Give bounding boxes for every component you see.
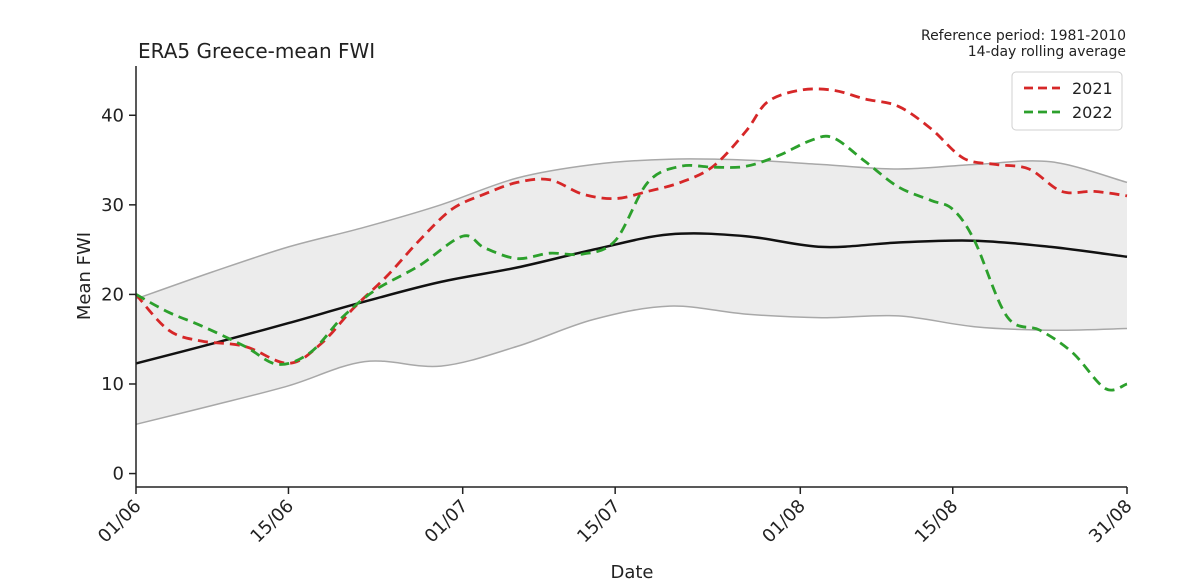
x-tick-label: 01/06 (94, 496, 146, 548)
x-axis-label: Date (610, 562, 653, 583)
legend-box (1011, 71, 1123, 131)
series-layer (134, 87, 1128, 392)
reference-period-note: Reference period: 1981-2010 (921, 28, 1126, 44)
climatology-upper-edge (135, 158, 1128, 300)
y-ticks: 0 10 20 30 40 (101, 105, 136, 485)
x-tick-label: 15/08 (911, 496, 963, 548)
y-axis-label: Mean FWI (74, 232, 95, 320)
series-line-2021 (134, 87, 1128, 365)
climatology-range-band (136, 158, 1127, 425)
climatology-lower-edge (135, 305, 1128, 426)
legend-label-2022: 2022 (1072, 103, 1113, 122)
climatology-mean-line (135, 232, 1128, 365)
chart-title: ERA5 Greece-mean FWI (138, 39, 375, 63)
legend: 2021 2022 (1011, 71, 1123, 131)
series-line-2022 (135, 134, 1128, 392)
plot-area (134, 87, 1128, 426)
y-tick-label: 30 (101, 195, 124, 216)
x-tick-label: 01/07 (421, 496, 473, 548)
x-tick-label: 15/07 (573, 496, 625, 548)
x-tick-label: 31/08 (1085, 496, 1137, 548)
x-ticks: 01/06 15/06 01/07 15/07 01/08 15/08 31/08 (94, 487, 1137, 547)
rolling-average-note: 14-day rolling average (968, 44, 1126, 60)
x-tick-label: 01/08 (758, 496, 810, 548)
legend-entries: 2021 2022 (1024, 79, 1113, 122)
y-tick-label: 20 (101, 284, 124, 305)
x-tick-label: 15/06 (246, 496, 298, 548)
y-tick-label: 10 (101, 374, 124, 395)
y-tick-label: 0 (113, 464, 124, 485)
y-tick-label: 40 (101, 105, 124, 126)
legend-label-2021: 2021 (1072, 79, 1113, 98)
